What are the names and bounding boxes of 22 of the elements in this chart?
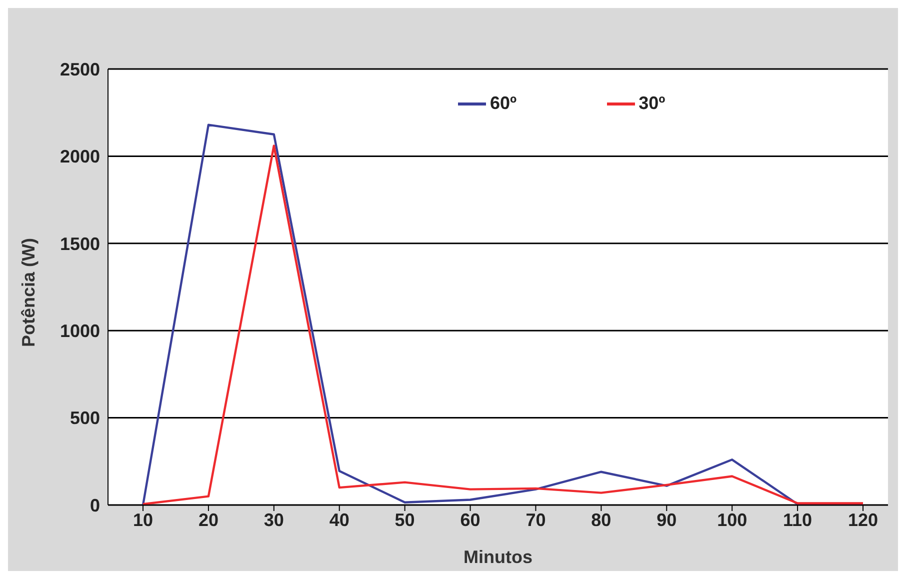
y-tick-label: 2500 xyxy=(60,59,100,80)
legend-label: 30º xyxy=(638,93,666,114)
y-axis-title: Potência (W) xyxy=(18,238,38,347)
x-tick-label: 60 xyxy=(460,510,480,530)
legend-label: 60º xyxy=(490,93,517,114)
x-tick-label: 70 xyxy=(526,510,546,530)
x-tick-label: 30 xyxy=(264,510,284,530)
x-tick-label: 100 xyxy=(717,510,748,530)
y-tick-label: 2000 xyxy=(60,146,100,167)
x-tick-label: 80 xyxy=(591,510,612,530)
x-tick-label: 10 xyxy=(132,510,154,530)
y-tick-label: 500 xyxy=(70,408,100,428)
y-tick-label: 0 xyxy=(90,495,100,516)
x-tick-label: 90 xyxy=(656,510,677,530)
x-tick-label: 50 xyxy=(394,510,415,530)
x-tick-label: 120 xyxy=(848,510,878,530)
x-tick-label: 20 xyxy=(198,510,218,530)
x-tick-label: 110 xyxy=(783,510,812,530)
y-tick-label: 1000 xyxy=(60,320,100,341)
x-axis-title: Minutos xyxy=(464,547,532,567)
x-tick-label: 40 xyxy=(329,510,350,530)
y-tick-label: 1500 xyxy=(60,234,100,254)
